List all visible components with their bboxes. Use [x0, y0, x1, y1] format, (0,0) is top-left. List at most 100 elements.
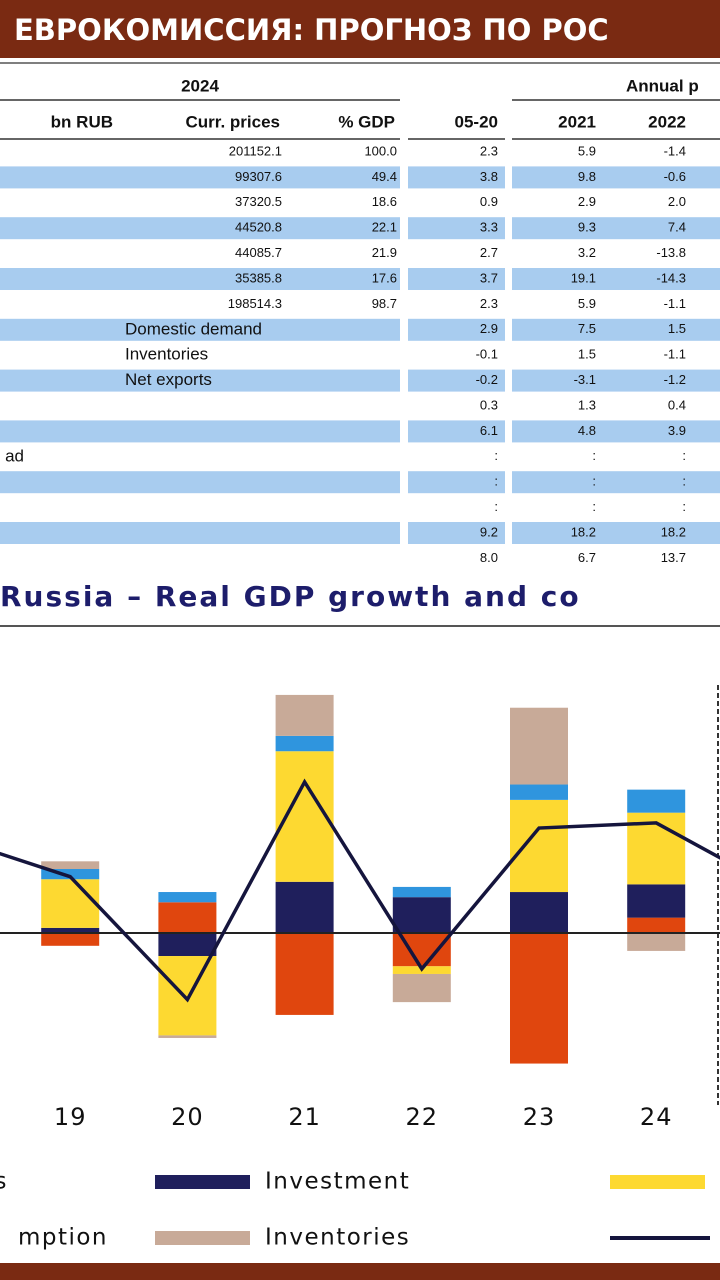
cell: 2.9: [480, 321, 498, 336]
cell: 21.9: [372, 245, 397, 260]
cell: 2.9: [578, 194, 596, 209]
bar-segment: [275, 735, 334, 752]
bar-segment: [627, 884, 686, 918]
row-label: Domestic demand: [125, 319, 262, 338]
legend-label: Inventories: [265, 1225, 410, 1251]
plot: [0, 694, 720, 1064]
row-band: [512, 268, 720, 290]
row-band: [512, 471, 720, 494]
row-band: [408, 268, 505, 290]
row-band: [512, 318, 720, 341]
cell: 3.9: [668, 423, 686, 438]
row-band: [512, 522, 720, 544]
x-tick-label: 19: [54, 1103, 87, 1131]
bar-segment: [158, 902, 217, 933]
cell: 2.0: [668, 194, 686, 209]
cell: 13.7: [661, 550, 686, 565]
bar-segment: [627, 933, 686, 951]
cell: -0.6: [664, 169, 686, 184]
row-band: [512, 166, 720, 189]
row-band: [408, 217, 505, 240]
cell: 2.3: [480, 143, 498, 158]
cell: 9.3: [578, 220, 596, 235]
cell: 37320.5: [235, 194, 282, 209]
cell: :: [494, 499, 498, 514]
legend-label: Investment: [265, 1169, 410, 1195]
cell: -3.1: [574, 372, 596, 387]
cell: 4.8: [578, 423, 596, 438]
cell: 0.3: [480, 397, 498, 412]
cell: :: [494, 448, 498, 463]
bar-segment: [41, 879, 100, 928]
cell: 17.6: [372, 270, 397, 285]
cell: 44085.7: [235, 245, 282, 260]
x-tick-label: 21: [288, 1103, 321, 1131]
cell: 18.2: [571, 524, 596, 539]
cell: 3.2: [578, 245, 596, 260]
group-header: 2024: [181, 76, 219, 95]
x-tick-label: 23: [523, 1103, 556, 1131]
cell: 6.7: [578, 550, 596, 565]
cell: -1.4: [664, 143, 686, 158]
column-header: 2021: [558, 112, 596, 131]
row-band: [512, 420, 720, 443]
bar-segment: [275, 694, 334, 736]
cell: 7.5: [578, 321, 596, 336]
cell: 3.3: [480, 220, 498, 235]
cell: :: [592, 448, 596, 463]
cell: -0.1: [476, 347, 498, 362]
bar-segment: [392, 886, 451, 898]
row-band: [408, 522, 505, 544]
legend-swatch: [610, 1175, 705, 1189]
column-header: Curr. prices: [186, 112, 281, 131]
cell: 5.9: [578, 143, 596, 158]
cell: 1.5: [668, 321, 686, 336]
cell: 0.4: [668, 397, 686, 412]
legend-swatch: [155, 1231, 250, 1245]
row-band: [0, 471, 400, 494]
banner-title: ЕВРОКОМИССИЯ: ПРОГНОЗ ПО РОС: [14, 13, 609, 47]
title-banner: [0, 0, 720, 58]
bar-segment: [158, 933, 217, 957]
cell: 19.1: [571, 270, 596, 285]
cell: :: [494, 474, 498, 489]
bar-segment: [392, 897, 451, 933]
column-header: 2022: [648, 112, 686, 131]
column-header: bn RUB: [51, 112, 113, 131]
cell: :: [592, 474, 596, 489]
row-band: [512, 217, 720, 240]
cell: 98.7: [372, 296, 397, 311]
bar-segment: [275, 881, 334, 933]
bottom-banner: [0, 1263, 720, 1280]
row-band: [408, 166, 505, 189]
row-label: ad: [5, 446, 24, 465]
bar-segment: [41, 933, 100, 946]
x-tick-label: 22: [406, 1103, 439, 1131]
bar-segment: [510, 784, 568, 800]
bar-segment: [275, 933, 334, 1015]
row-band: [408, 369, 505, 392]
cell: 1.3: [578, 397, 596, 412]
cell: 2.3: [480, 296, 498, 311]
row-label: Inventories: [125, 345, 208, 364]
bar-segment: [158, 956, 217, 1036]
row-band: [0, 166, 400, 189]
cell: 3.7: [480, 270, 498, 285]
cell: -1.2: [664, 372, 686, 387]
cell: :: [592, 499, 596, 514]
cell: -14.3: [656, 270, 686, 285]
cell: :: [682, 448, 686, 463]
row-band: [408, 420, 505, 443]
cell: 8.0: [480, 550, 498, 565]
cell: 3.8: [480, 169, 498, 184]
cell: -1.1: [664, 296, 686, 311]
cell: 2.7: [480, 245, 498, 260]
x-tick-label: 20: [171, 1103, 204, 1131]
bar-segment: [41, 927, 100, 933]
bar-segment: [510, 707, 568, 785]
row-band: [512, 369, 720, 392]
bar-segment: [158, 1035, 217, 1038]
row-band: [0, 268, 400, 290]
bar-segment: [510, 933, 568, 1064]
cell: 7.4: [668, 220, 686, 235]
